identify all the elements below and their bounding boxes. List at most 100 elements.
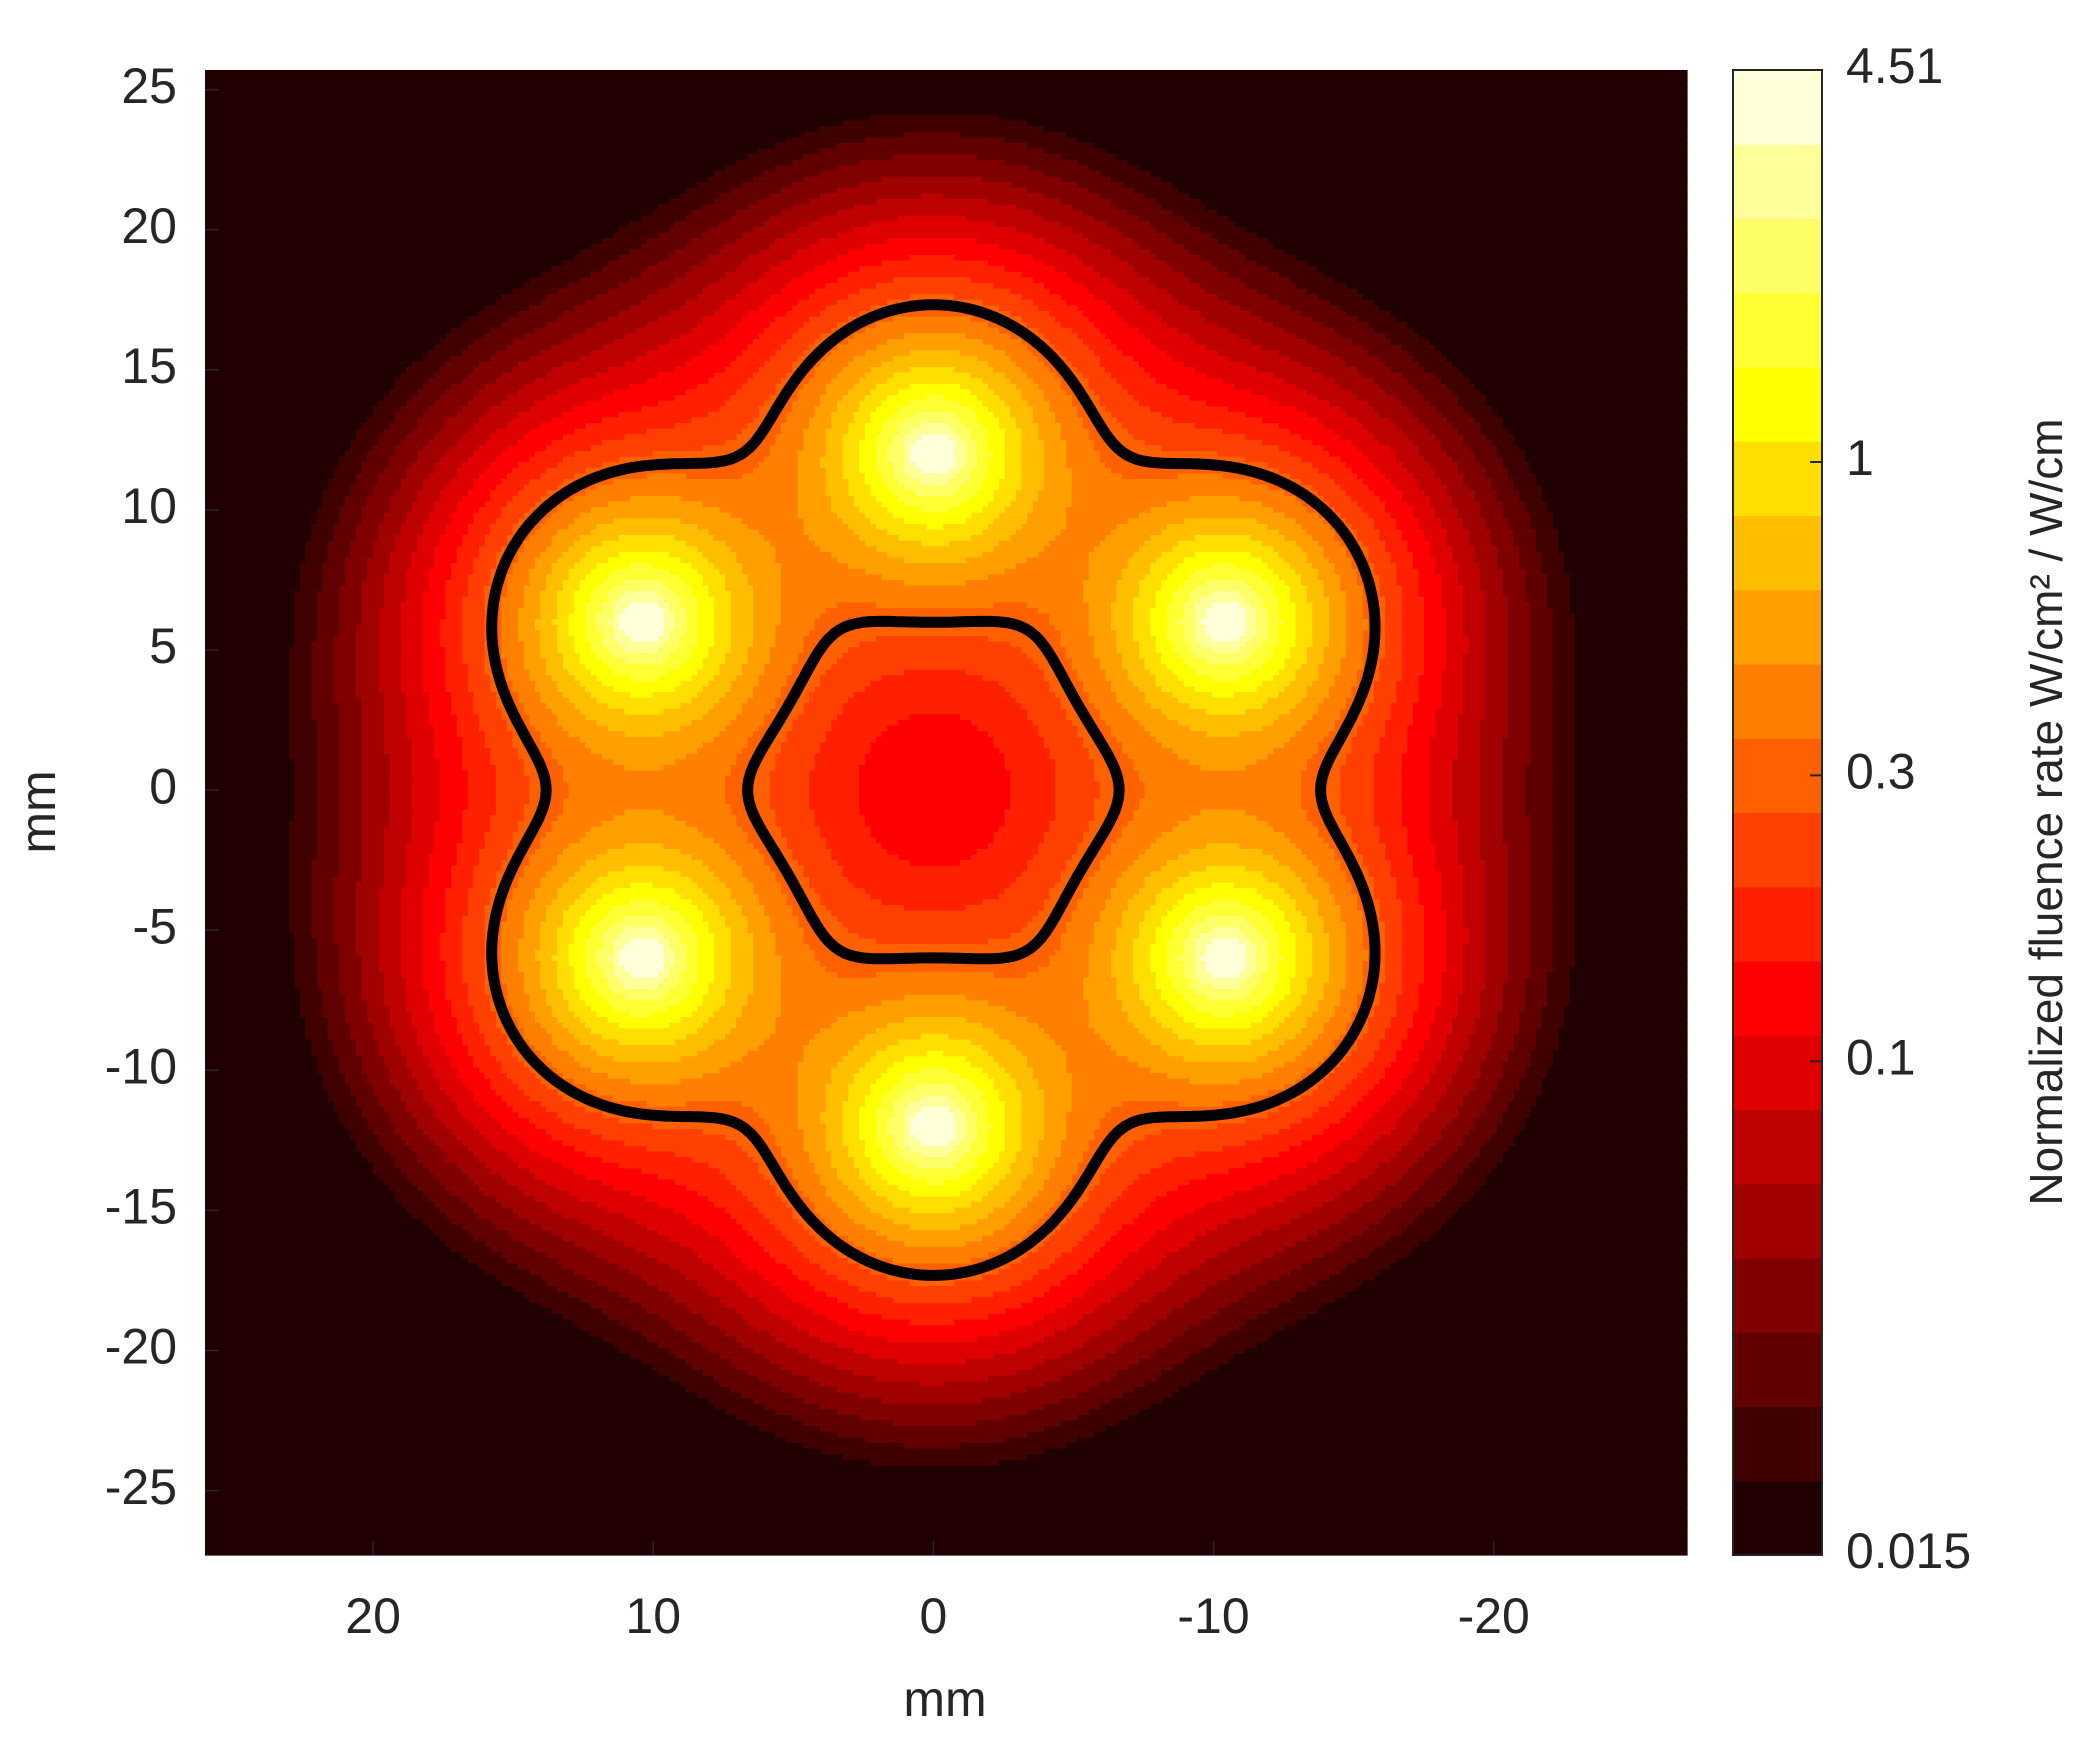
- contour-band: [1306, 854, 1336, 861]
- contour-band: [1379, 742, 1408, 749]
- contour-band: [439, 495, 463, 503]
- contour-band: [1317, 664, 1341, 671]
- contour-band: [361, 742, 385, 749]
- contour-band: [1357, 535, 1381, 542]
- contour-band: [853, 226, 1017, 234]
- contour-band: [1088, 344, 1118, 351]
- contour-band: [378, 434, 407, 441]
- contour-band: [1468, 927, 1487, 934]
- contour-band: [579, 378, 648, 385]
- contour-band: [1010, 182, 1079, 189]
- contour-band: [725, 271, 765, 278]
- contour-band: [1150, 277, 1190, 284]
- contour-band: [1480, 512, 1504, 519]
- contour-band: [1345, 753, 1375, 760]
- contour-band: [400, 669, 424, 676]
- contour-band: [1289, 837, 1325, 844]
- contour-band: [680, 725, 726, 732]
- contour-band: [378, 910, 402, 917]
- contour-band: [540, 641, 558, 648]
- contour-band: [1468, 529, 1492, 536]
- contour-band: [1373, 809, 1403, 816]
- contour-band: [445, 669, 469, 676]
- contour-band: [702, 714, 737, 721]
- contour-band: [205, 484, 329, 491]
- contour-band: [971, 467, 989, 475]
- contour-band: [361, 725, 385, 732]
- contour-band: [1105, 675, 1129, 682]
- contour-band: [1317, 266, 1688, 273]
- contour-band: [1155, 591, 1174, 598]
- contour-band: [1083, 372, 1112, 379]
- contour-band: [1172, 182, 1688, 189]
- contour-band: [1155, 596, 1174, 603]
- contour-band: [1524, 792, 1554, 800]
- contour-band: [1055, 266, 1095, 273]
- contour-band: [1122, 574, 1146, 581]
- contour-band: [512, 467, 547, 475]
- contour-band: [411, 787, 441, 794]
- contour-band: [339, 815, 363, 822]
- contour-band: [1166, 232, 1213, 239]
- contour-band: [1183, 215, 1230, 222]
- contour-band: [551, 540, 575, 547]
- contour-band: [590, 350, 648, 357]
- contour-band: [361, 591, 385, 598]
- contour-band: [674, 423, 749, 430]
- contour-band: [339, 602, 363, 609]
- contour-band: [540, 635, 558, 643]
- contour-band: [887, 725, 978, 732]
- contour-band: [462, 535, 486, 542]
- contour-band: [663, 708, 709, 716]
- contour-band: [389, 568, 407, 575]
- contour-band: [1508, 596, 1526, 603]
- contour-band: [1491, 406, 1688, 413]
- contour-band: [1138, 641, 1157, 648]
- contour-band: [322, 495, 346, 503]
- contour-band: [1480, 843, 1509, 850]
- contour-band: [1508, 921, 1532, 928]
- contour-band: [1457, 395, 1487, 402]
- contour-band: [814, 624, 1056, 631]
- contour-band: [1289, 893, 1313, 900]
- contour-band: [361, 748, 385, 755]
- contour-band: [495, 299, 542, 306]
- contour-band: [490, 826, 519, 833]
- contour-band: [1463, 882, 1487, 889]
- contour-band: [378, 932, 402, 940]
- contour-band: [870, 221, 995, 228]
- contour-band: [736, 322, 771, 329]
- contour-band: [1446, 451, 1476, 458]
- contour-band: [1043, 389, 1067, 396]
- contour-band: [786, 736, 827, 744]
- contour-band: [887, 338, 983, 346]
- contour-band: [870, 411, 894, 419]
- contour-band: [775, 815, 816, 822]
- contour-band: [965, 669, 1045, 676]
- contour-band: [1508, 865, 1532, 872]
- contour-band: [971, 720, 1034, 727]
- contour-band: [1323, 927, 1347, 934]
- contour-band: [1508, 938, 1532, 945]
- contour-band: [490, 355, 530, 362]
- contour-band: [1194, 568, 1252, 575]
- contour-band: [1015, 417, 1034, 424]
- contour-band: [825, 479, 849, 486]
- contour-band: [395, 383, 424, 391]
- contour-band: [1122, 473, 1179, 480]
- contour-band: [205, 103, 1688, 110]
- contour-band: [1552, 899, 1576, 906]
- contour-band: [378, 400, 407, 407]
- contour-band: [613, 759, 676, 766]
- contour-band: [859, 792, 1011, 800]
- contour-band: [859, 809, 1006, 816]
- contour-band: [1329, 350, 1369, 357]
- contour-band: [702, 501, 799, 508]
- contour-band: [1575, 697, 1688, 704]
- contour-band: [769, 921, 799, 928]
- contour-band: [451, 882, 475, 889]
- contour-band: [1178, 389, 1252, 396]
- contour-band: [1010, 378, 1034, 385]
- contour-band: [1083, 591, 1118, 598]
- contour-band: [1161, 411, 1246, 419]
